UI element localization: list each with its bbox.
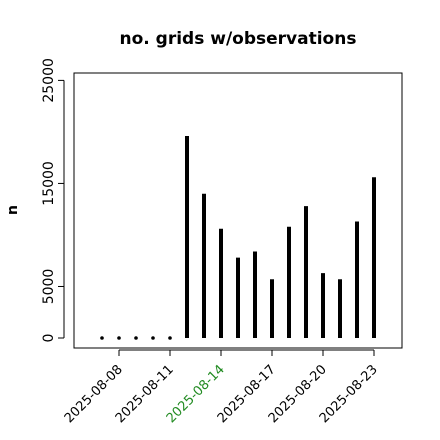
x-axis: 2025-08-082025-08-112025-08-142025-08-17… <box>62 349 381 426</box>
bar-point-zero <box>117 336 121 340</box>
bar-point-zero <box>168 336 172 340</box>
plot-frame <box>73 72 403 349</box>
bar-point-zero <box>151 336 155 340</box>
y-axis: 0 5000 15000 25000 <box>41 58 65 343</box>
bar-series <box>100 136 376 340</box>
bar-point-zero <box>134 336 138 340</box>
y-tick-label: 0 <box>41 334 57 343</box>
y-tick-label: 25000 <box>41 58 57 103</box>
bar-point-zero <box>100 336 104 340</box>
y-axis-label: n <box>5 205 21 215</box>
chart-title: no. grids w/observations <box>120 29 357 49</box>
y-tick-label: 5000 <box>41 269 57 305</box>
y-tick-label: 15000 <box>41 161 57 206</box>
